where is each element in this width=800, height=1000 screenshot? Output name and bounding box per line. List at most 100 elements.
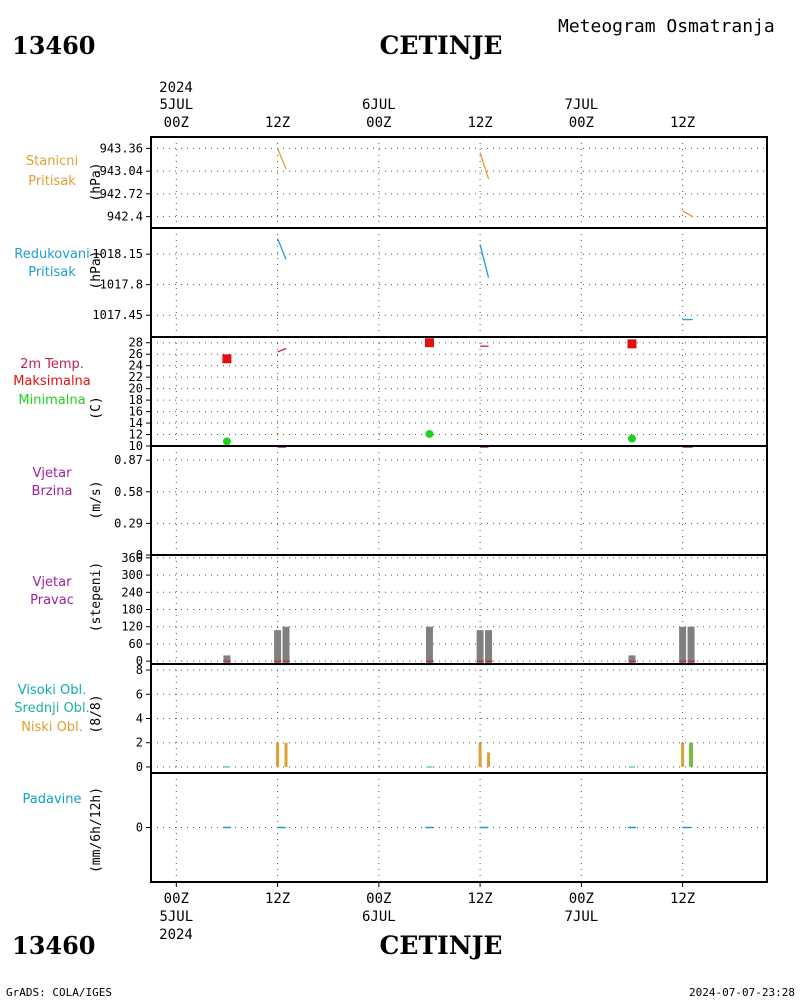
y-tick-label: 0.87 bbox=[114, 453, 143, 467]
temp-max-marker bbox=[222, 354, 232, 364]
y-axis-unit: (mm/6h/12h) bbox=[89, 787, 104, 873]
wind-direction-bar bbox=[223, 655, 231, 666]
station-name-bottom: CETINJE bbox=[380, 931, 503, 960]
hour-label-top: 00Z bbox=[366, 115, 391, 131]
y-tick-label: 0.58 bbox=[114, 485, 143, 499]
y-tick-label: 943.04 bbox=[100, 164, 143, 178]
hour-label-top: 12Z bbox=[670, 115, 695, 131]
temp-min-marker bbox=[222, 437, 231, 446]
date-label-bottom: 5JUL bbox=[159, 909, 193, 925]
hour-label-bottom: 00Z bbox=[164, 891, 189, 907]
date-label-bottom: 6JUL bbox=[362, 909, 396, 925]
cloud-low-bar bbox=[284, 742, 288, 767]
wind-direction-bar bbox=[687, 626, 695, 666]
y-tick-label: 26 bbox=[129, 347, 143, 361]
y-tick-label: 942.72 bbox=[100, 187, 143, 201]
y-tick-label: 0.29 bbox=[114, 516, 143, 530]
y-tick-label: 1017.8 bbox=[100, 278, 143, 292]
y-axis-unit: (C) bbox=[89, 396, 104, 419]
meteogram-panels: 943.36943.04942.72942.4(hPa)StanicniPrit… bbox=[13, 136, 768, 887]
cloud-low-bar bbox=[487, 752, 491, 767]
y-tick-label: 20 bbox=[129, 382, 143, 396]
y-tick-label: 120 bbox=[121, 620, 143, 634]
panel-frame bbox=[150, 227, 768, 338]
date-label-top: 7JUL bbox=[564, 97, 598, 113]
y-tick-label: 0 bbox=[136, 760, 143, 774]
panel-label: Brzina bbox=[32, 484, 73, 499]
wind-direction-bar bbox=[679, 626, 687, 666]
y-tick-label: 0 bbox=[136, 548, 143, 562]
y-tick-label: 4 bbox=[136, 712, 143, 726]
panel-label: Stanicni bbox=[26, 154, 78, 169]
hour-label-top: 00Z bbox=[569, 115, 594, 131]
panel-frame bbox=[150, 554, 768, 665]
cloud-low-bar bbox=[276, 742, 280, 767]
panel-frame bbox=[150, 772, 768, 883]
footer-credit: GrADS: COLA/IGES bbox=[6, 986, 112, 999]
wind-direction-bar bbox=[425, 626, 433, 666]
hour-label-bottom: 00Z bbox=[366, 891, 391, 907]
panel-label: Vjetar bbox=[33, 575, 73, 590]
y-tick-label: 16 bbox=[129, 405, 143, 419]
y-tick-label: 28 bbox=[129, 336, 143, 350]
date-label-bottom: 7JUL bbox=[564, 909, 598, 925]
temp-max-marker bbox=[627, 339, 637, 349]
y-tick-label: 12 bbox=[129, 428, 143, 442]
y-tick-label: 180 bbox=[121, 603, 143, 617]
hour-label-bottom: 12Z bbox=[670, 891, 695, 907]
date-label-top: 6JUL bbox=[362, 97, 396, 113]
station-id-top: 13460 bbox=[12, 31, 96, 60]
y-axis-unit: (m/s) bbox=[89, 480, 104, 519]
y-tick-label: 942.4 bbox=[107, 210, 143, 224]
panel-cloud_cover: 0 2 4 6 8 (8/8)Visoki Obl. Srednji Obl. Niski O… bbox=[14, 663, 768, 774]
hour-label-top: 12Z bbox=[265, 115, 290, 131]
date-label-top: 5JUL bbox=[159, 97, 193, 113]
wind-direction-bar bbox=[485, 630, 493, 666]
y-axis-unit: (hPa) bbox=[89, 162, 104, 201]
y-axis-unit: (stepeni) bbox=[89, 562, 104, 632]
panel-label: Maksimalna bbox=[13, 374, 91, 389]
y-tick-label: 943.36 bbox=[100, 141, 143, 155]
panel-label: Niski Obl. bbox=[21, 720, 83, 735]
cloud-mid-bar bbox=[689, 742, 694, 767]
temp-line-segment bbox=[277, 347, 287, 353]
panel-label: Pravac bbox=[30, 593, 74, 608]
panel-label: Pritisak bbox=[28, 265, 76, 280]
panel-label: Padavine bbox=[23, 792, 82, 807]
wind-direction-bar bbox=[282, 626, 290, 666]
y-axis-unit: (8/8) bbox=[89, 694, 104, 733]
panel-frame bbox=[150, 445, 768, 556]
panel-station_pressure: 943.36 943.04 942.72 942.4(hPa) Stanicni Prit… bbox=[26, 136, 768, 229]
line-segment bbox=[682, 210, 694, 218]
wind-direction-bar bbox=[628, 655, 636, 666]
panel-label: Srednji Obl. bbox=[14, 701, 89, 716]
panel-frame bbox=[150, 336, 768, 447]
panel-reduced_pressure: 1018.15 1017.8 1017.45 (hPa)Redukovani Priti… bbox=[14, 227, 768, 338]
hour-label-bottom: 12Z bbox=[467, 891, 492, 907]
temp-min-marker bbox=[627, 434, 636, 443]
y-tick-label: 0 bbox=[136, 654, 143, 668]
panel-label: Visoki Obl. bbox=[18, 683, 86, 698]
panel-frame bbox=[150, 663, 768, 774]
meteogram-title: Meteogram Osmatranja bbox=[558, 16, 775, 37]
y-tick-label: 1017.45 bbox=[92, 308, 143, 322]
line-segment bbox=[479, 152, 490, 180]
year-label-bottom: 2024 bbox=[159, 927, 193, 943]
temp-max-marker bbox=[424, 338, 434, 348]
wind-direction-bar bbox=[476, 630, 484, 666]
panel-label: 2m Temp. bbox=[20, 357, 84, 372]
line-segment bbox=[479, 244, 490, 278]
y-axis-unit: (hPa) bbox=[89, 250, 104, 289]
y-tick-label: 18 bbox=[129, 393, 143, 407]
y-tick-label: 300 bbox=[121, 568, 143, 582]
y-tick-label: 22 bbox=[129, 370, 143, 384]
y-tick-label: 14 bbox=[129, 416, 143, 430]
hour-label-top: 12Z bbox=[467, 115, 492, 131]
y-tick-label: 2 bbox=[136, 736, 143, 750]
panel-label: Minimalna bbox=[18, 393, 85, 408]
line-segment bbox=[276, 148, 287, 170]
station-name-top: CETINJE bbox=[380, 31, 503, 60]
panel-label: Vjetar bbox=[33, 466, 73, 481]
